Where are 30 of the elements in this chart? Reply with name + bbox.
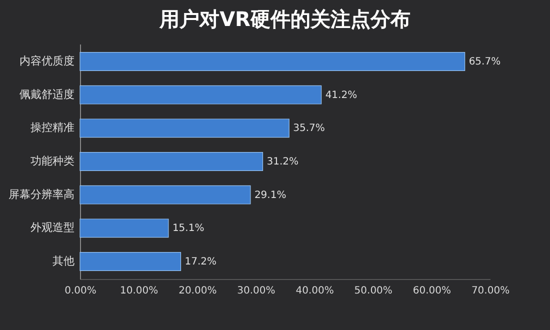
data-label: 41.2%	[325, 90, 358, 101]
y-tick-label: 功能种类	[30, 154, 74, 168]
x-tick-label: 10.00%	[120, 286, 158, 296]
x-tick-label: 0.00%	[64, 286, 96, 296]
x-tick-label: 40.00%	[296, 286, 334, 296]
bar	[80, 52, 466, 71]
data-label: 35.7%	[293, 123, 325, 134]
y-tick-label: 外观造型	[30, 221, 74, 234]
chart-title: 用户对VR硬件的关注点分布	[158, 7, 410, 31]
y-tick-label: 内容优质度	[20, 54, 74, 68]
x-tick-label: 70.00%	[471, 286, 510, 296]
x-tick-label: 60.00%	[412, 286, 451, 296]
bar	[80, 118, 290, 138]
bar	[80, 85, 322, 104]
data-label: 65.7%	[468, 56, 501, 68]
y-tick-label: 屏幕分辨率高	[8, 188, 74, 201]
bar	[80, 152, 264, 171]
x-tick-label: 20.00%	[178, 286, 217, 296]
data-label: 29.1%	[254, 190, 286, 201]
bar	[80, 252, 182, 271]
data-label: 15.1%	[172, 223, 204, 234]
y-tick-label: 操控精准	[30, 121, 74, 134]
data-label: 31.2%	[266, 156, 299, 168]
x-tick-label: 30.00%	[237, 286, 276, 296]
bar	[80, 185, 251, 204]
bar	[80, 218, 169, 238]
y-tick-label: 佩戴舒适度	[20, 88, 74, 101]
data-label: 17.2%	[184, 256, 217, 268]
x-tick-label: 50.00%	[354, 286, 392, 296]
y-tick-label: 其他	[52, 254, 74, 268]
